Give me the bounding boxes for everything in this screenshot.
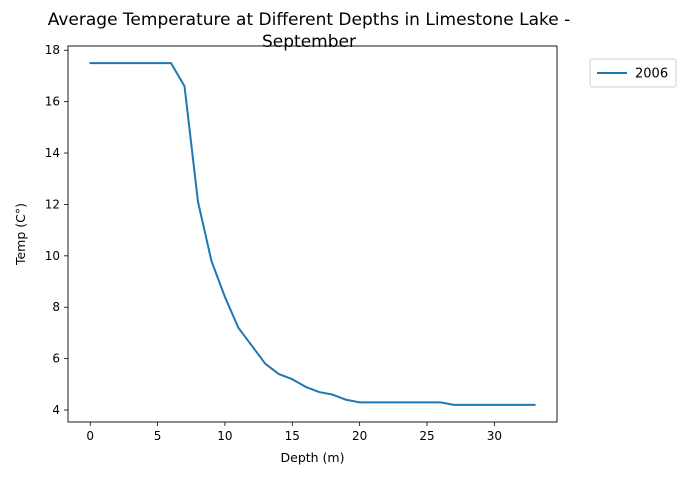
y-tick-label: 4 xyxy=(52,403,60,417)
x-tick-label: 5 xyxy=(154,429,162,443)
y-tick-label: 8 xyxy=(52,300,60,314)
chart-title-line-1: Average Temperature at Different Depths … xyxy=(48,10,571,30)
legend-label-2006: 2006 xyxy=(635,67,668,82)
x-axis-label: Depth (m) xyxy=(281,450,345,465)
x-tick-label: 10 xyxy=(217,429,232,443)
legend: 2006 xyxy=(590,59,676,87)
y-axis-label: Temp (C°) xyxy=(13,203,28,266)
x-tick-label: 25 xyxy=(419,429,434,443)
y-tick-label: 12 xyxy=(45,197,60,211)
y-tick-label: 18 xyxy=(45,43,60,57)
x-tick-label: 15 xyxy=(285,429,300,443)
y-tick-label: 10 xyxy=(45,249,60,263)
x-tick-label: 0 xyxy=(86,429,94,443)
y-tick-label: 6 xyxy=(52,352,60,366)
chart-title-line-2: September xyxy=(262,32,356,52)
y-tick-label: 16 xyxy=(45,95,60,109)
x-tick-label: 30 xyxy=(487,429,502,443)
y-tick-label: 14 xyxy=(45,146,60,160)
x-tick-label: 20 xyxy=(352,429,367,443)
